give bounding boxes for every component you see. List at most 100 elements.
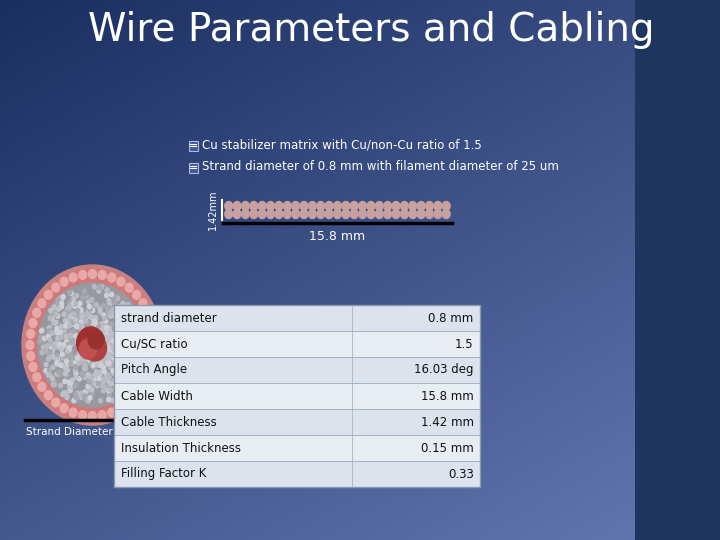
- Circle shape: [104, 346, 107, 351]
- Circle shape: [91, 323, 94, 327]
- Circle shape: [81, 352, 85, 356]
- Circle shape: [89, 338, 93, 342]
- Circle shape: [102, 334, 106, 339]
- Text: Strand diameter of 0.8 mm with filament diameter of 25 um: Strand diameter of 0.8 mm with filament …: [202, 160, 559, 173]
- Circle shape: [106, 339, 110, 343]
- Circle shape: [79, 323, 84, 328]
- Circle shape: [58, 330, 62, 334]
- Circle shape: [122, 334, 126, 339]
- Circle shape: [74, 340, 78, 344]
- Circle shape: [84, 336, 88, 341]
- Circle shape: [121, 301, 125, 306]
- Circle shape: [112, 349, 116, 353]
- Circle shape: [117, 364, 120, 369]
- Circle shape: [70, 342, 74, 347]
- Circle shape: [84, 345, 87, 349]
- Circle shape: [50, 354, 55, 359]
- Circle shape: [82, 332, 86, 336]
- Circle shape: [50, 349, 54, 354]
- Circle shape: [94, 343, 99, 347]
- Circle shape: [142, 339, 145, 343]
- Circle shape: [40, 329, 44, 333]
- Circle shape: [129, 338, 133, 342]
- Circle shape: [113, 381, 117, 386]
- Circle shape: [55, 356, 58, 360]
- Circle shape: [59, 325, 63, 329]
- Circle shape: [124, 335, 127, 340]
- Circle shape: [71, 320, 75, 325]
- Circle shape: [109, 309, 113, 314]
- Circle shape: [68, 315, 72, 319]
- Circle shape: [83, 329, 87, 334]
- Circle shape: [89, 269, 96, 279]
- Circle shape: [98, 342, 102, 347]
- Circle shape: [102, 344, 105, 349]
- Circle shape: [65, 318, 68, 322]
- Circle shape: [55, 357, 58, 362]
- Bar: [114, 305, 480, 487]
- Circle shape: [127, 325, 130, 329]
- Circle shape: [108, 326, 112, 330]
- Circle shape: [342, 210, 350, 219]
- Text: 1.42 mm: 1.42 mm: [420, 415, 474, 429]
- Circle shape: [48, 349, 51, 354]
- Circle shape: [69, 338, 73, 342]
- Circle shape: [50, 316, 54, 321]
- Circle shape: [63, 323, 68, 328]
- Circle shape: [75, 396, 78, 400]
- Circle shape: [117, 361, 121, 366]
- Circle shape: [94, 342, 99, 347]
- Circle shape: [266, 201, 274, 211]
- Circle shape: [96, 382, 100, 387]
- Circle shape: [89, 384, 92, 389]
- Circle shape: [103, 348, 107, 353]
- Circle shape: [258, 201, 266, 211]
- Circle shape: [91, 338, 95, 342]
- Circle shape: [70, 322, 74, 326]
- Circle shape: [113, 313, 117, 317]
- Circle shape: [135, 348, 138, 352]
- Circle shape: [134, 373, 138, 378]
- Circle shape: [417, 201, 425, 211]
- Circle shape: [53, 342, 56, 347]
- Circle shape: [69, 273, 77, 282]
- Circle shape: [88, 340, 92, 345]
- Circle shape: [38, 340, 42, 344]
- Circle shape: [76, 327, 105, 359]
- Circle shape: [99, 310, 102, 314]
- Circle shape: [89, 351, 93, 355]
- Circle shape: [66, 368, 69, 373]
- Circle shape: [351, 201, 358, 211]
- Circle shape: [91, 349, 94, 353]
- Circle shape: [137, 349, 141, 353]
- Circle shape: [86, 335, 89, 340]
- Circle shape: [94, 341, 98, 346]
- Circle shape: [132, 317, 136, 321]
- Circle shape: [87, 304, 91, 309]
- Circle shape: [55, 361, 59, 366]
- Circle shape: [90, 387, 94, 392]
- Circle shape: [105, 382, 109, 387]
- Circle shape: [66, 322, 70, 327]
- Circle shape: [103, 346, 107, 350]
- Circle shape: [84, 392, 87, 396]
- Circle shape: [74, 355, 78, 360]
- Circle shape: [22, 265, 163, 425]
- Circle shape: [116, 316, 120, 321]
- Circle shape: [132, 391, 140, 400]
- Bar: [114, 305, 480, 331]
- Circle shape: [89, 339, 92, 343]
- Circle shape: [78, 309, 82, 313]
- Circle shape: [82, 359, 86, 363]
- Circle shape: [96, 363, 100, 367]
- Circle shape: [107, 339, 110, 344]
- Circle shape: [57, 307, 60, 311]
- Circle shape: [127, 302, 130, 307]
- Circle shape: [78, 350, 81, 355]
- Circle shape: [117, 374, 120, 378]
- Circle shape: [99, 347, 103, 352]
- Text: 1.5: 1.5: [455, 338, 474, 350]
- Circle shape: [87, 343, 91, 348]
- Circle shape: [97, 335, 102, 340]
- Circle shape: [55, 330, 58, 334]
